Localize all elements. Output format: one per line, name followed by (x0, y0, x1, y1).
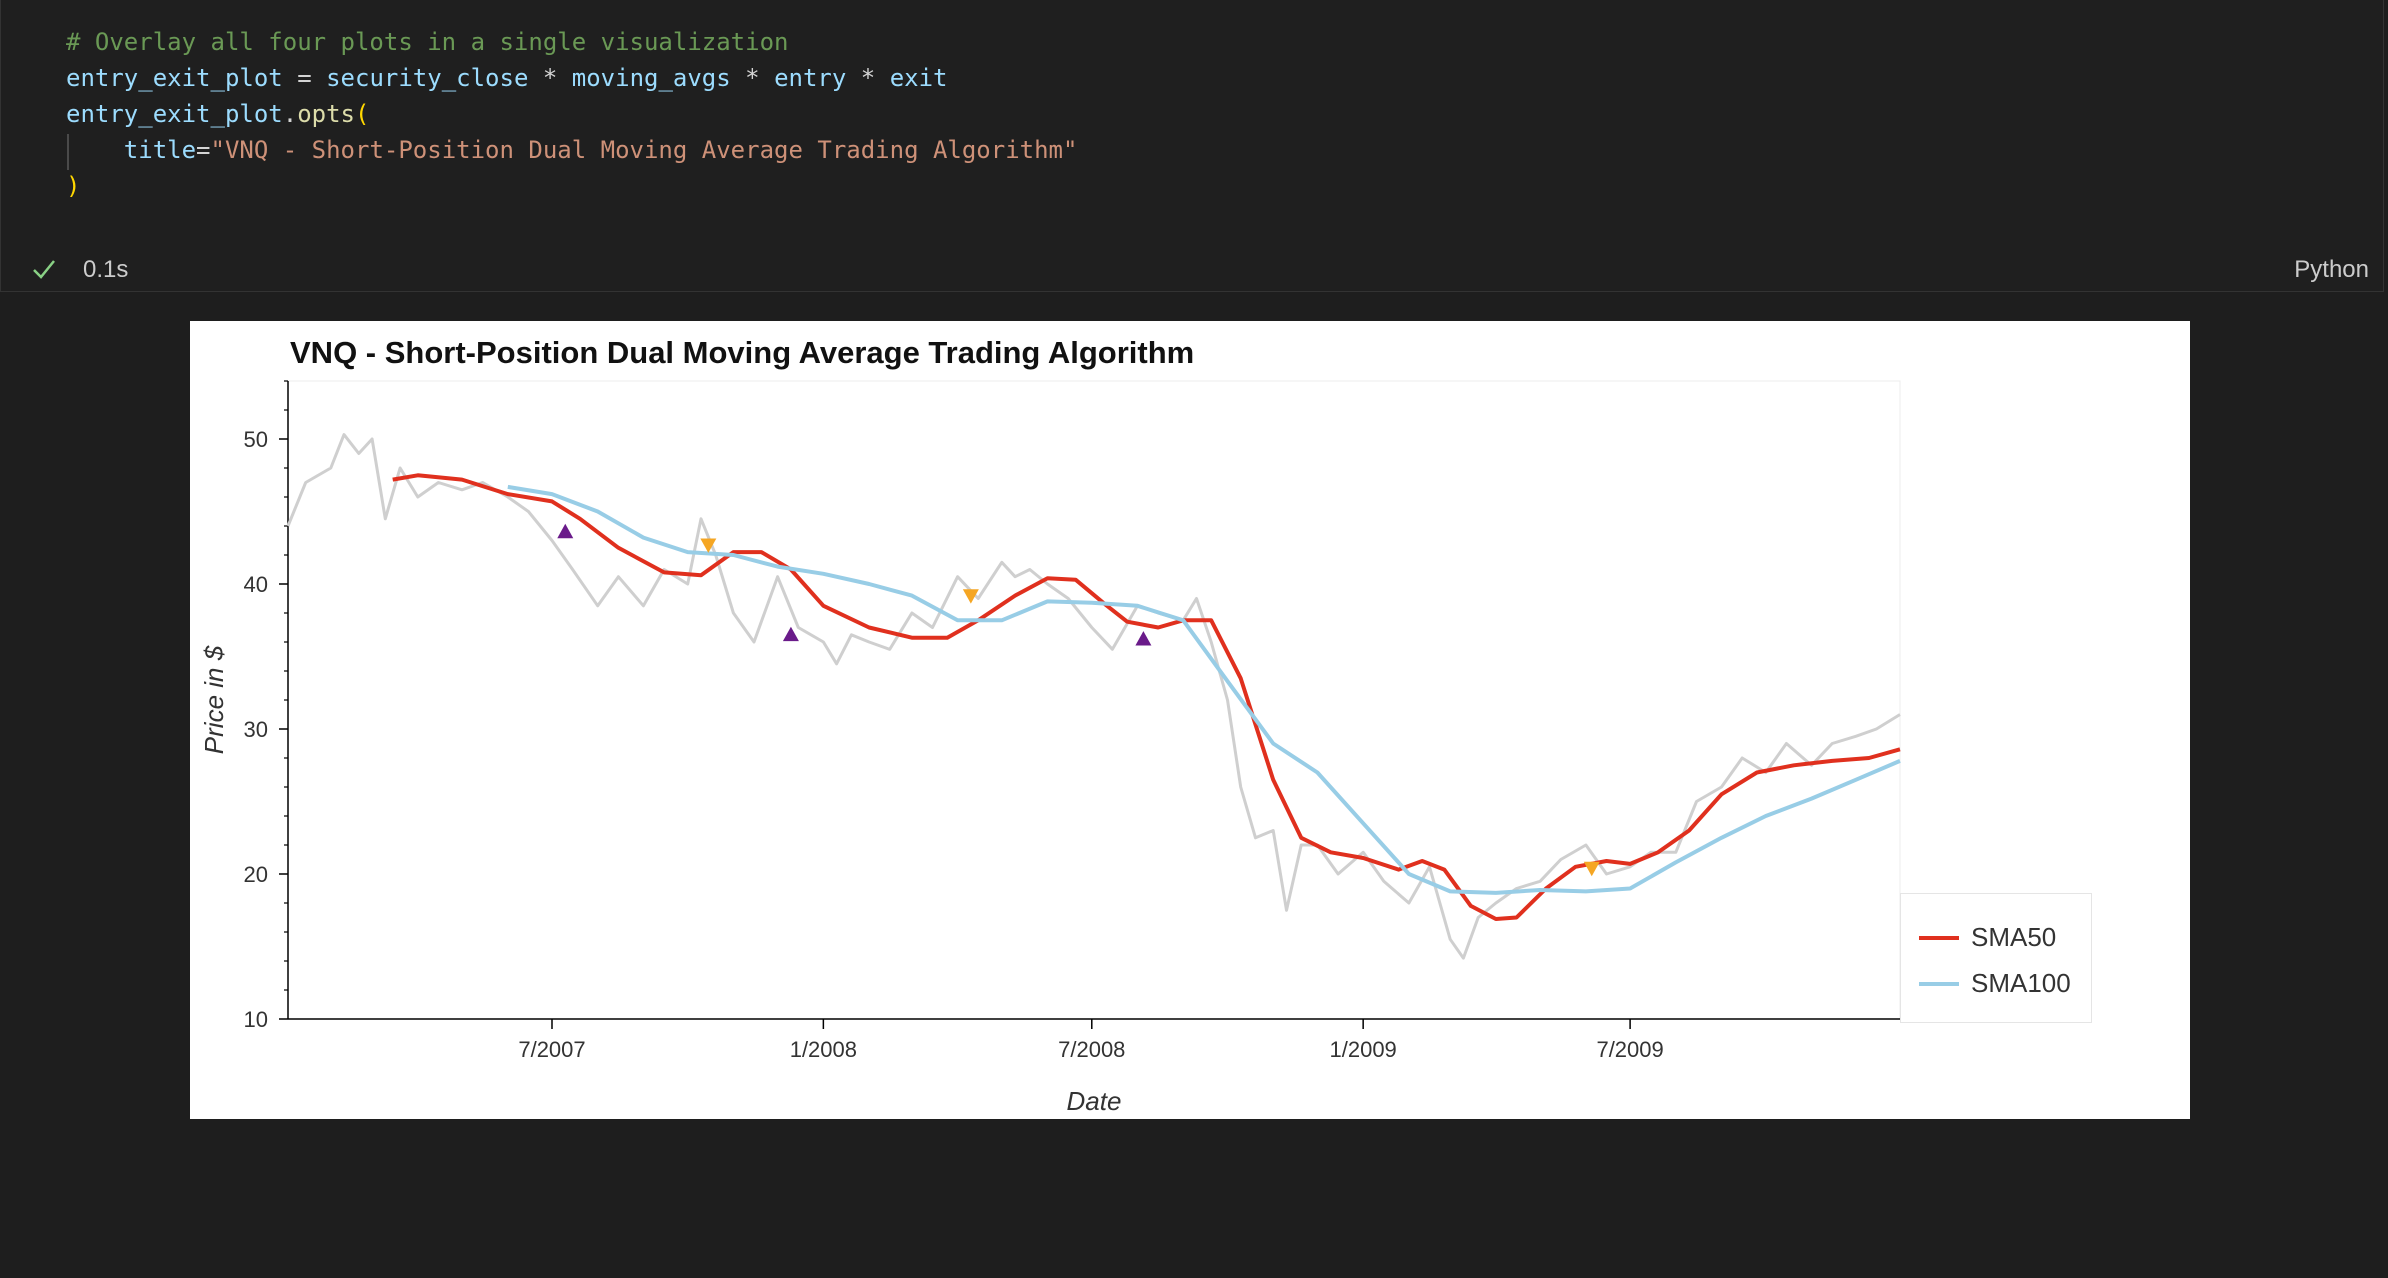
plot-output[interactable]: VNQ - Short-Position Dual Moving Average… (190, 321, 2190, 1119)
code-token: entry (774, 64, 847, 92)
entry-marker[interactable] (782, 626, 799, 642)
entry-marker[interactable] (557, 523, 574, 539)
y-tick-label: 30 (244, 717, 268, 742)
chart-legend[interactable]: SMA50 SMA100 (1900, 893, 2092, 1023)
chart-svg[interactable]: VNQ - Short-Position Dual Moving Average… (190, 321, 2190, 1119)
cell-status-bar: 0.1s Python (1, 250, 2383, 290)
legend-swatch (1919, 936, 1959, 940)
chart-title: VNQ - Short-Position Dual Moving Average… (290, 335, 1194, 370)
code-line[interactable]: entry_exit_plot.opts( (66, 96, 1077, 132)
code-token: opts (297, 100, 355, 128)
code-cell[interactable]: # Overlay all four plots in a single vis… (0, 0, 2384, 292)
entry-marker[interactable] (1135, 631, 1152, 646)
legend-label: SMA50 (1971, 922, 2057, 952)
code-token: * (528, 64, 572, 92)
code-token: * (730, 64, 775, 92)
close-price-line[interactable] (286, 433, 1901, 960)
code-token: ) (66, 172, 81, 200)
y-tick-label: 10 (244, 1007, 268, 1032)
x-axis-label: Date (1067, 1086, 1122, 1116)
x-tick-label: 7/2007 (518, 1037, 585, 1062)
code-token: ( (355, 100, 370, 128)
exit-marker[interactable] (962, 589, 979, 604)
code-token: security_close (326, 64, 529, 92)
code-editor[interactable]: # Overlay all four plots in a single vis… (66, 24, 1077, 204)
exit-marker[interactable] (700, 538, 717, 553)
execution-time: 0.1s (83, 256, 129, 283)
check-icon (33, 260, 55, 279)
code-token: * (846, 64, 890, 92)
x-tick-label: 7/2008 (1058, 1037, 1125, 1062)
code-token: title (66, 136, 197, 164)
code-token: = (282, 64, 327, 92)
y-tick-label: 40 (244, 572, 268, 597)
language-label[interactable]: Python (2294, 256, 2369, 283)
sma100-line[interactable] (507, 484, 1901, 895)
y-axis-label: Price in $ (199, 645, 229, 754)
exit-marker[interactable] (1583, 861, 1600, 877)
legend-label: SMA100 (1971, 968, 2071, 998)
code-token: = (196, 136, 211, 164)
code-line[interactable]: ) (66, 168, 1077, 204)
plot-area[interactable] (287, 380, 1901, 1020)
code-token: exit (889, 64, 948, 92)
code-token: "VNQ - Short-Position Dual Moving Averag… (210, 136, 1078, 164)
code-token: # Overlay all four plots in a single vis… (66, 28, 789, 56)
x-tick-label: 1/2009 (1330, 1037, 1397, 1062)
code-line[interactable]: title="VNQ - Short-Position Dual Moving … (66, 132, 1078, 168)
code-token: . (282, 100, 298, 128)
x-tick-label: 7/2009 (1596, 1037, 1663, 1062)
code-line[interactable]: # Overlay all four plots in a single vis… (66, 24, 1077, 60)
code-line[interactable]: entry_exit_plot = security_close * movin… (66, 60, 1077, 96)
indent-guide (67, 134, 69, 170)
legend-swatch (1919, 982, 1959, 986)
y-tick-label: 50 (244, 427, 268, 452)
code-token: moving_avgs (571, 64, 731, 92)
sma50-line[interactable] (392, 473, 1901, 921)
x-tick-label: 1/2008 (790, 1037, 857, 1062)
y-tick-label: 20 (244, 862, 268, 887)
code-token: entry_exit_plot (66, 64, 283, 92)
code-token: entry_exit_plot (66, 100, 283, 128)
